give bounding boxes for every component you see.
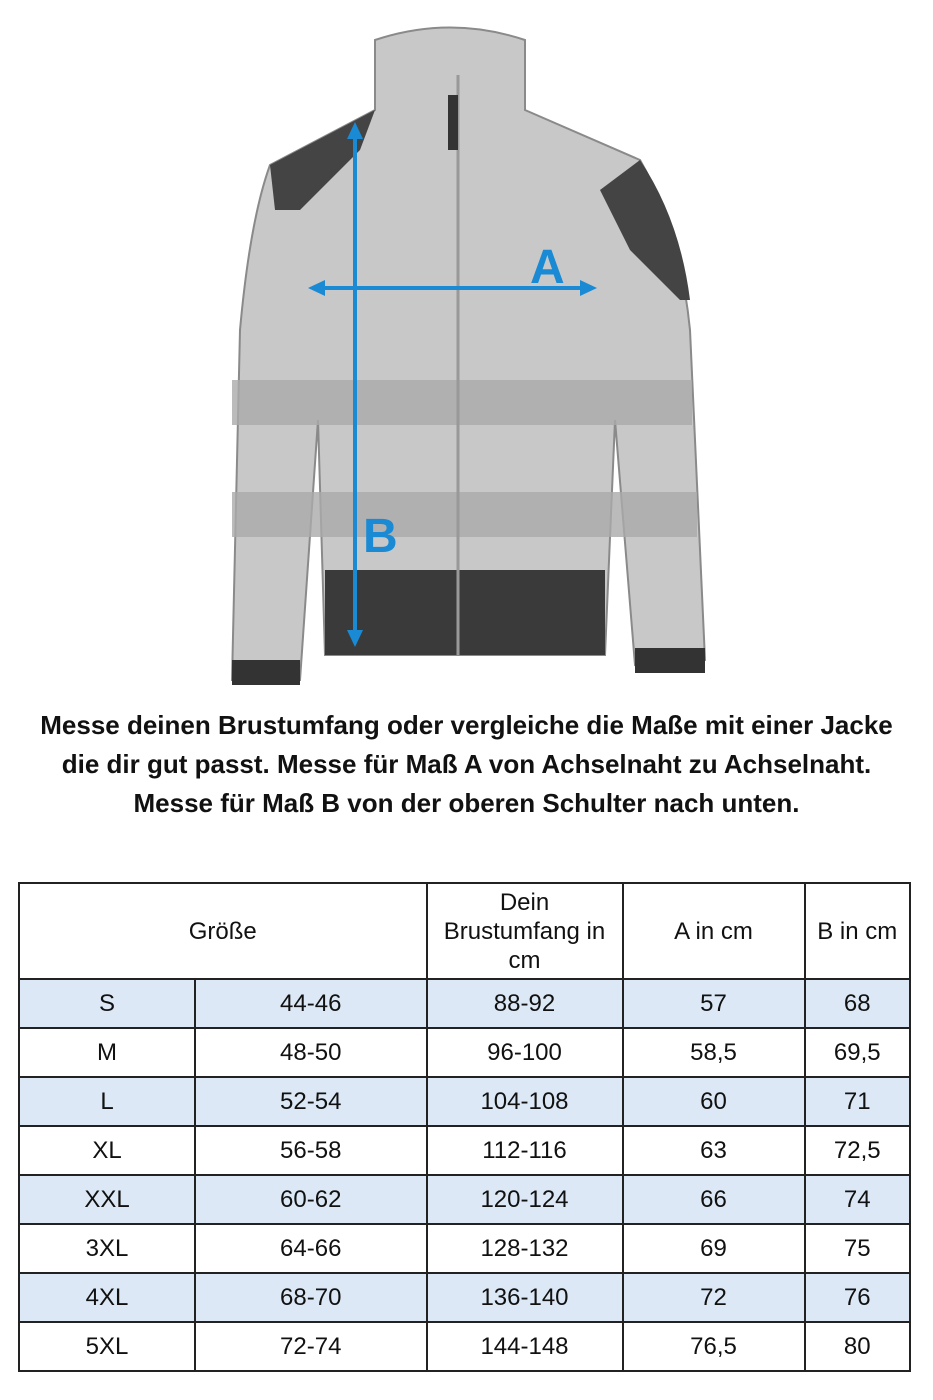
- table-cell: L: [18, 1076, 196, 1127]
- header-row: Größe Dein Brustumfang in cm A in cm B i…: [18, 882, 911, 980]
- table-cell: 76: [803, 1272, 911, 1323]
- table-cell: 104-108: [425, 1076, 624, 1127]
- table-cell: 68: [803, 978, 911, 1029]
- table-cell: 75: [803, 1223, 911, 1274]
- jacket-illustration: A B: [230, 26, 707, 685]
- table-cell: 76,5: [621, 1321, 806, 1372]
- label-b: B: [363, 510, 398, 563]
- table-cell: 80: [803, 1321, 911, 1372]
- table-cell: 88-92: [425, 978, 624, 1029]
- table-cell: 71: [803, 1076, 911, 1127]
- table-row: XL 56-58 112-116 63 72,5: [18, 1125, 911, 1176]
- header-b: B in cm: [803, 882, 911, 980]
- table-cell: 66: [621, 1174, 806, 1225]
- table-row: 4XL 68-70 136-140 72 76: [18, 1272, 911, 1323]
- table-cell: 58,5: [621, 1027, 806, 1078]
- table-cell: 52-54: [194, 1076, 428, 1127]
- table-cell: 69: [621, 1223, 806, 1274]
- table-cell: 56-58: [194, 1125, 428, 1176]
- header-size: Größe: [18, 882, 428, 980]
- table-row: M 48-50 96-100 58,5 69,5: [18, 1027, 911, 1078]
- table-cell: 44-46: [194, 978, 428, 1029]
- table-cell: XL: [18, 1125, 196, 1176]
- table-row: XXL 60-62 120-124 66 74: [18, 1174, 911, 1225]
- table-cell: 5XL: [18, 1321, 196, 1372]
- header-chest: Dein Brustumfang in cm: [425, 882, 624, 980]
- table-row: 5XL 72-74 144-148 76,5 80: [18, 1321, 911, 1372]
- table-cell: 69,5: [803, 1027, 911, 1078]
- header-a: A in cm: [621, 882, 806, 980]
- table-cell: 72-74: [194, 1321, 428, 1372]
- table-cell: XXL: [18, 1174, 196, 1225]
- table-cell: 4XL: [18, 1272, 196, 1323]
- table-cell: 74: [803, 1174, 911, 1225]
- table-cell: 144-148: [425, 1321, 624, 1372]
- table-cell: M: [18, 1027, 196, 1078]
- jacket: [230, 26, 707, 685]
- table-cell: 68-70: [194, 1272, 428, 1323]
- table-cell: 72,5: [803, 1125, 911, 1176]
- label-a: A: [530, 241, 565, 294]
- measure-arrows: A B: [308, 122, 597, 647]
- table-cell: 112-116: [425, 1125, 624, 1176]
- table-cell: 60: [621, 1076, 806, 1127]
- table-cell: 63: [621, 1125, 806, 1176]
- table-cell: 72: [621, 1272, 806, 1323]
- table-cell: 96-100: [425, 1027, 624, 1078]
- table-cell: S: [18, 978, 196, 1029]
- table-row: S 44-46 88-92 57 68: [18, 978, 911, 1029]
- table-cell: 48-50: [194, 1027, 428, 1078]
- table-cell: 60-62: [194, 1174, 428, 1225]
- table-row: 3XL 64-66 128-132 69 75: [18, 1223, 911, 1274]
- table-cell: 64-66: [194, 1223, 428, 1274]
- table-cell: 120-124: [425, 1174, 624, 1225]
- measuring-instructions: Messe deinen Brustumfang oder vergleiche…: [40, 710, 893, 818]
- table-row: L 52-54 104-108 60 71: [18, 1076, 911, 1127]
- table-cell: 57: [621, 978, 806, 1029]
- table-cell: 136-140: [425, 1272, 624, 1323]
- table-cell: 3XL: [18, 1223, 196, 1274]
- table-cell: 128-132: [425, 1223, 624, 1274]
- size-table: Größe Dein Brustumfang in cm A in cm B i…: [18, 882, 911, 1372]
